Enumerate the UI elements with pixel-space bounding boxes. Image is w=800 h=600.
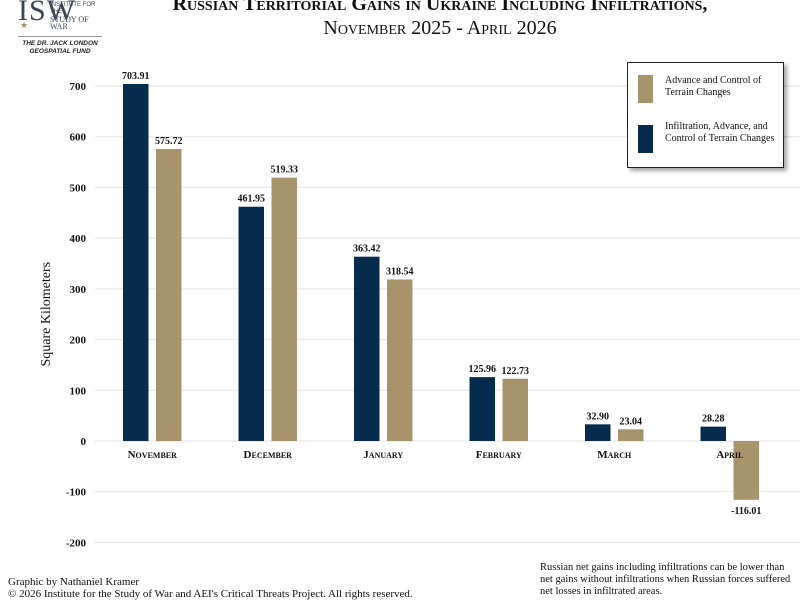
- legend-item-advance: Advance and Control of Terrain Changes: [638, 75, 775, 103]
- bar-advance: [156, 149, 182, 441]
- bar-infiltration: [354, 256, 380, 441]
- bar-advance: [271, 177, 297, 442]
- legend-label-infiltration: Infiltration, Advance, and Control of Te…: [665, 121, 775, 144]
- y-tick-label: 400: [70, 233, 87, 245]
- data-label-advance: 23.04: [620, 416, 643, 427]
- y-tick-label: 200: [70, 335, 87, 347]
- x-tick-label: January: [363, 449, 403, 461]
- logo-fund-line1: THE DR. JACK LONDON: [22, 40, 98, 47]
- data-label-infiltration: 461.95: [238, 194, 266, 205]
- credit-line1: Graphic by Nathaniel Kramer: [8, 576, 140, 588]
- data-label-advance: 122.73: [502, 366, 530, 377]
- bar-infiltration: [469, 377, 495, 441]
- y-tick-label: 0: [81, 436, 87, 448]
- data-label-infiltration: 32.90: [587, 411, 610, 422]
- bar-infiltration: [585, 424, 611, 441]
- bar-infiltration: [238, 206, 264, 441]
- x-tick-label: March: [597, 449, 632, 461]
- legend-item-infiltration: Infiltration, Advance, and Control of Te…: [638, 121, 775, 153]
- data-label-infiltration: 125.96: [469, 364, 497, 375]
- legend-swatch-advance: [638, 75, 653, 103]
- credit: Graphic by Nathaniel Kramer © 2026 Insti…: [8, 576, 413, 600]
- x-tick-label: February: [476, 449, 522, 461]
- logo-subtitle: INSTITUTE FOR THE STUDY OF WAR: [50, 2, 108, 31]
- y-tick-label: 600: [70, 132, 87, 144]
- y-tick-label: 700: [70, 81, 87, 93]
- data-label-advance: 575.72: [155, 136, 183, 147]
- y-axis-label: Square Kilometers: [39, 262, 54, 367]
- x-tick-label: November: [128, 449, 178, 461]
- logo-fund: THE DR. JACK LONDON GEOSPATIAL FUND: [18, 40, 102, 56]
- bar-infiltration: [123, 84, 149, 441]
- data-label-infiltration: 363.42: [353, 244, 381, 255]
- y-tick-label: 100: [70, 385, 87, 397]
- bar-advance: [502, 378, 528, 441]
- logo-fund-line2: GEOSPATIAL FUND: [29, 48, 91, 55]
- footnote: Russian net gains including infiltration…: [540, 562, 791, 597]
- credit-line2: © 2026 Institute for the Study of War an…: [8, 588, 413, 600]
- star-icon: ★: [20, 20, 29, 30]
- data-label-infiltration: 28.28: [702, 414, 725, 425]
- chart-legend: Advance and Control of Terrain Changes I…: [627, 62, 784, 168]
- legend-swatch-infiltration: [638, 125, 653, 153]
- chart-title: Russian Territorial Gains in Ukraine Inc…: [110, 0, 770, 40]
- bar-advance: [387, 279, 413, 441]
- y-tick-label: -200: [66, 537, 87, 549]
- data-label-advance: 318.54: [386, 266, 414, 277]
- logo-divider: [18, 36, 102, 37]
- legend-label-advance: Advance and Control of Terrain Changes: [665, 75, 762, 98]
- x-tick-label: December: [244, 449, 293, 461]
- x-tick-label: April: [716, 449, 743, 461]
- data-label-advance: -116.01: [731, 506, 761, 517]
- bar-advance: [618, 429, 644, 441]
- y-tick-label: -100: [66, 487, 87, 499]
- bar-infiltration: [700, 426, 726, 441]
- chart-title-line1: Russian Territorial Gains in Ukraine Inc…: [172, 0, 708, 15]
- isw-logo: ISW INSTITUTE FOR THE STUDY OF WAR ★ THE…: [10, 0, 110, 64]
- data-label-infiltration: 703.91: [122, 71, 150, 82]
- logo-subtitle-line2: STUDY OF WAR: [50, 15, 89, 31]
- data-label-advance: 519.33: [271, 165, 299, 176]
- logo-mark: ISW: [18, 0, 76, 27]
- chart-title-line2: November 2025 - April 2026: [323, 17, 557, 39]
- bar-advance: [733, 441, 759, 500]
- y-tick-label: 300: [70, 284, 87, 296]
- y-tick-label: 500: [70, 182, 87, 194]
- logo-subtitle-line1: INSTITUTE FOR THE: [50, 2, 96, 15]
